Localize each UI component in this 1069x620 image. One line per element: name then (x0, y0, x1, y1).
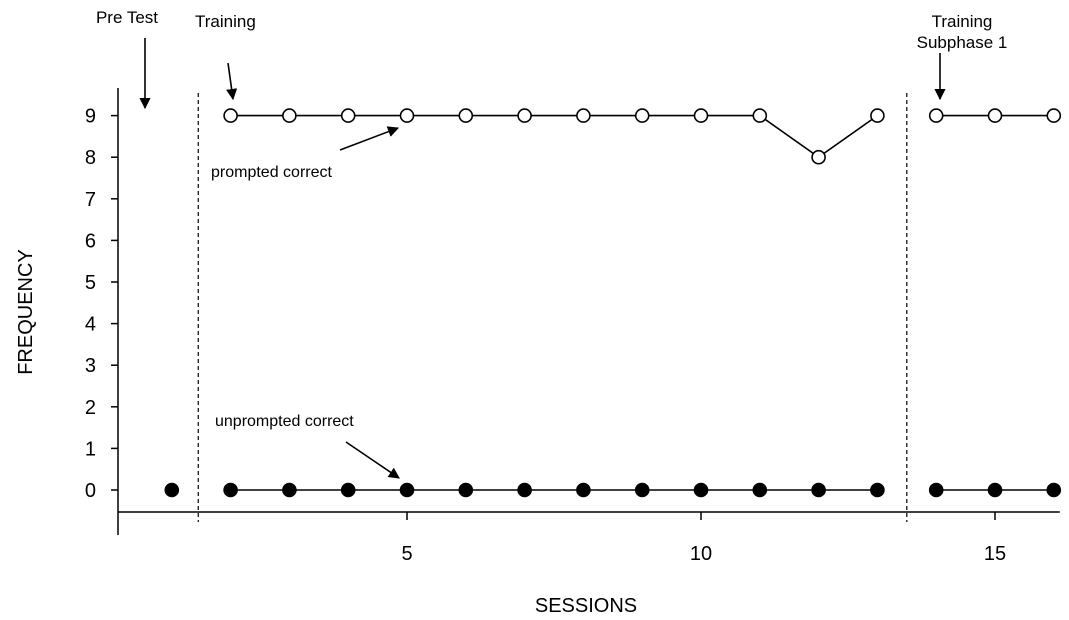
data-point-filled (987, 482, 1003, 498)
y-tick-label: 1 (85, 438, 96, 460)
data-point-open (576, 108, 591, 123)
series-label-arrow (339, 126, 400, 151)
x-ticks: 5 10 15 (401, 512, 1006, 565)
series-label-arrow (345, 441, 400, 479)
series-annotations: prompted correct unprompted correct (211, 126, 400, 479)
x-tick-label: 5 (401, 543, 412, 565)
data-point-open (693, 108, 709, 123)
y-tick-label: 9 (85, 106, 96, 128)
phase-arrow (226, 62, 238, 101)
phase-label-line: Training (932, 12, 993, 31)
phase-labels: Pre Test Training Training Subphase 1 (96, 8, 1008, 110)
phase-dividers (197, 93, 908, 522)
series-line (230, 114, 878, 159)
series-label: prompted correct (211, 164, 332, 181)
axes (117, 88, 1060, 535)
y-tick-label: 5 (85, 272, 96, 294)
phase-label: Training (195, 12, 256, 31)
data-point-filled (693, 482, 709, 498)
data-point-filled (928, 482, 944, 498)
x-axis-title: SESSIONS (535, 595, 637, 617)
phase-label-line: Pre Test (96, 8, 158, 27)
data-point-filled (223, 482, 238, 498)
data-point-open (399, 108, 415, 123)
data-point-open (870, 108, 885, 123)
series-group (164, 108, 1062, 498)
y-ticks: 0 1 2 3 4 5 6 7 8 9 (85, 106, 118, 502)
series-unprompted-correct (164, 482, 1062, 498)
data-point-filled (282, 482, 297, 498)
data-point-open (517, 108, 532, 123)
data-point-open (928, 108, 944, 123)
data-point-filled (340, 482, 356, 498)
data-point-filled (634, 482, 650, 498)
data-point-open (223, 108, 238, 123)
x-tick-label: 15 (984, 543, 1006, 565)
y-tick-label: 7 (85, 189, 96, 211)
data-point-filled (517, 482, 532, 498)
data-point-open (1046, 108, 1062, 123)
data-point-open (752, 108, 768, 123)
data-point-filled (811, 482, 826, 498)
data-point-filled (458, 482, 474, 498)
series-prompted-correct (223, 108, 1062, 165)
data-point-open (458, 108, 474, 123)
phase-label-line: Training (195, 12, 256, 31)
data-point-filled (399, 482, 415, 498)
data-point-filled (164, 482, 180, 498)
phase-label: Training Subphase 1 (917, 12, 1008, 52)
phase-label-line: Subphase 1 (917, 33, 1008, 52)
y-tick-label: 2 (85, 397, 96, 419)
data-point-open (634, 108, 650, 123)
data-point-open (340, 108, 356, 123)
y-tick-label: 0 (85, 480, 96, 502)
data-point-filled (870, 482, 885, 498)
y-axis-title: FREQUENCY (15, 249, 37, 375)
y-tick-label: 4 (85, 314, 96, 336)
data-point-open (811, 149, 826, 165)
series-label: unprompted correct (215, 413, 354, 430)
y-tick-label: 3 (85, 355, 96, 377)
phase-label: Pre Test (96, 8, 158, 27)
data-point-filled (752, 482, 768, 498)
x-tick-label: 10 (690, 543, 712, 565)
data-point-open (282, 108, 297, 123)
y-tick-label: 8 (85, 147, 96, 169)
y-tick-label: 6 (85, 230, 96, 252)
data-point-filled (576, 482, 591, 498)
data-point-open (987, 108, 1003, 123)
data-point-filled (1046, 482, 1062, 498)
